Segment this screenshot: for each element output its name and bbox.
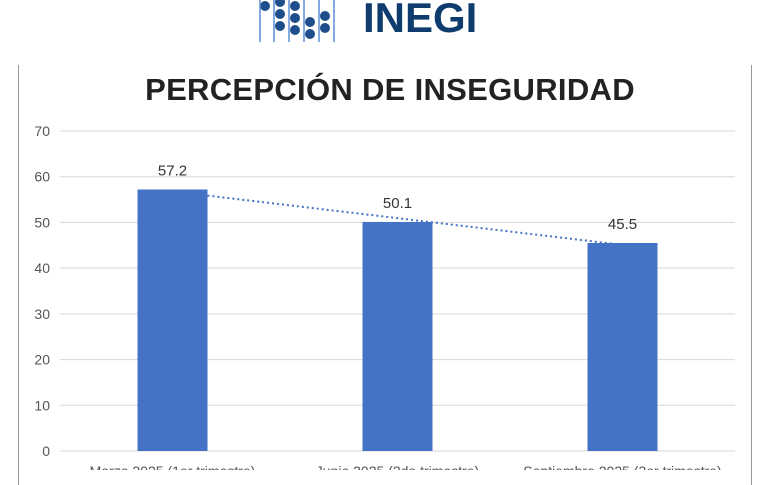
bar [137,189,208,451]
y-tick-label: 30 [34,306,50,322]
x-tick-label: Septiembre 2025 (3er trimestre) [523,463,721,470]
x-tick-label: Junio 2025 (2do trimestre) [316,463,479,470]
y-tick-label: 20 [34,352,50,368]
y-tick-label: 60 [34,169,50,185]
y-tick-label: 70 [34,123,50,139]
inegi-logo: INEGI [259,0,477,42]
x-tick-label: Marzo 2025 (1er trimestre) [90,463,256,470]
chart-frame [18,65,752,485]
bar [362,221,433,451]
data-label: 50.1 [383,195,412,212]
bar [587,243,658,451]
bar-chart: 0 10 20 30 40 50 60 70 57.2 Marzo 2025 (1er trime… [34,123,735,470]
y-tick-label: 40 [34,260,50,276]
y-tick-label: 10 [34,397,50,413]
data-label: 57.2 [158,163,187,180]
trendline [207,194,643,249]
y-tick-label: 0 [42,443,50,459]
data-label: 45.5 [608,216,637,233]
logo-text: INEGI [363,0,477,41]
y-tick-label: 50 [34,214,50,230]
chart-title: PERCEPCIÓN DE INSEGURIDAD [145,72,635,107]
